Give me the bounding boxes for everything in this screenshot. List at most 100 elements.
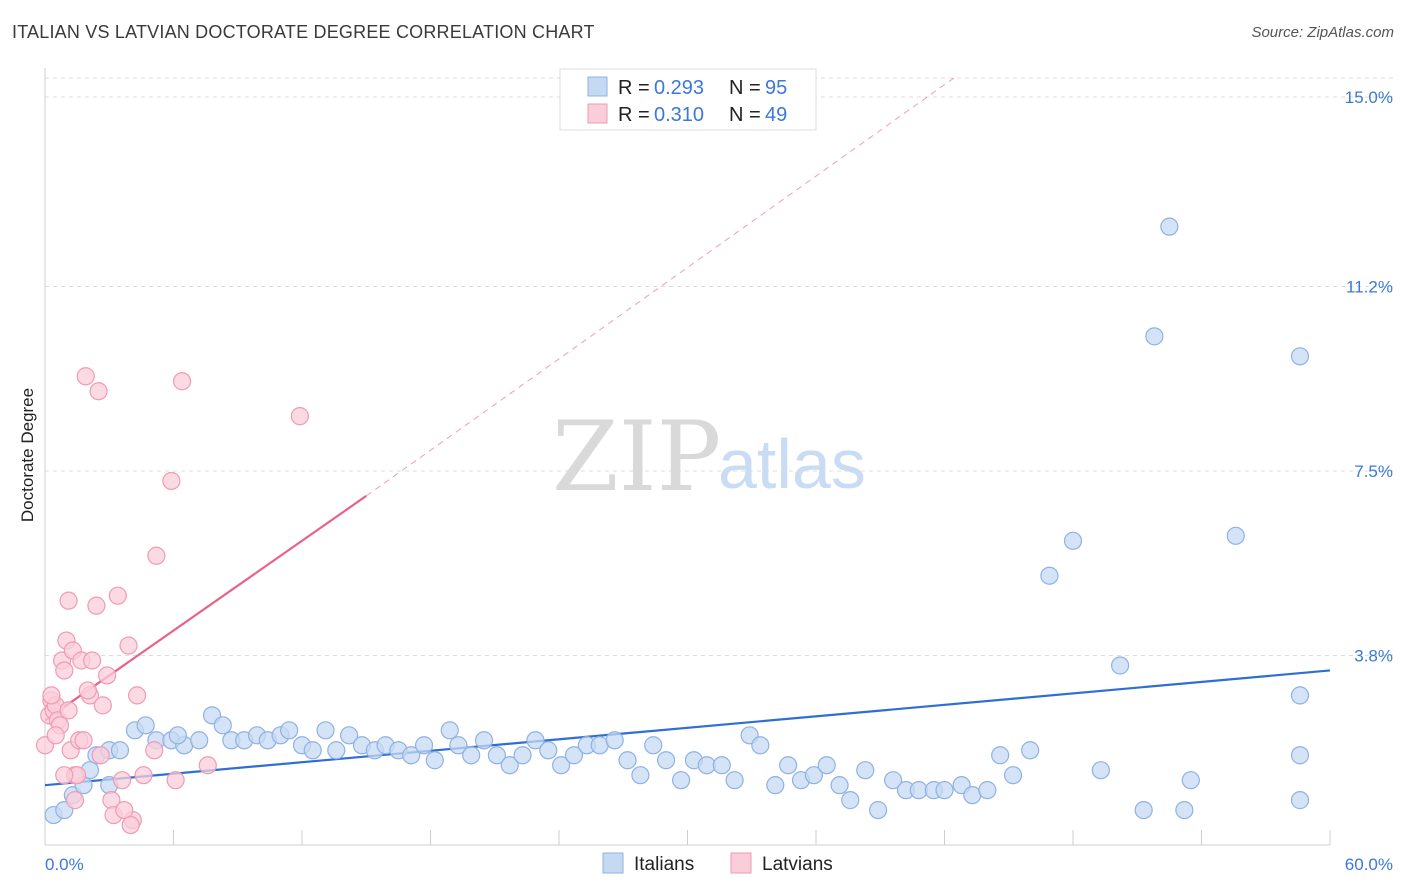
- latvians-point: [145, 741, 164, 760]
- latvians-point: [59, 701, 78, 720]
- italians-point: [449, 736, 468, 755]
- bottom-legend-latvians: Latvians: [762, 854, 833, 875]
- latvians-point: [134, 766, 153, 785]
- italians-point: [631, 766, 650, 785]
- italians-point: [1145, 327, 1164, 346]
- legend-r-value-italians: 0.293: [654, 77, 704, 99]
- italians-point: [1003, 766, 1023, 785]
- italians-point: [190, 731, 209, 750]
- grid-layer: [45, 77, 1395, 657]
- italians-point: [513, 746, 532, 765]
- legend-n-label-latvians: N =: [729, 104, 761, 126]
- italians-point: [725, 771, 744, 790]
- italians-point: [402, 746, 421, 765]
- italians-point: [280, 721, 299, 740]
- latvians-point: [42, 686, 61, 705]
- latvians-point: [172, 372, 192, 391]
- italians-point: [168, 726, 187, 745]
- italians-point: [414, 736, 434, 755]
- trend-lines: [44, 76, 1331, 787]
- italians-point: [440, 721, 459, 740]
- source-label: Source: ZipAtlas.com: [1251, 24, 1394, 41]
- legend-n-label-italians: N =: [729, 77, 761, 99]
- latvians-point: [78, 681, 97, 700]
- italians-point: [1160, 217, 1179, 236]
- italians-point: [935, 781, 954, 800]
- watermark-zip: ZIP: [552, 401, 721, 513]
- bottom-legend-swatch-latvians: [730, 852, 752, 874]
- latvians-point: [87, 596, 106, 615]
- italians-point: [110, 741, 130, 760]
- legend-r-value-latvians: 0.310: [654, 104, 704, 126]
- latvians-point: [98, 666, 117, 685]
- legend-box: R = 0.293 N = 95 R = 0.310 N = 49: [559, 68, 817, 131]
- italians-point: [869, 800, 888, 820]
- italians-point: [841, 791, 860, 810]
- latvians-point: [112, 771, 132, 790]
- latvians-point: [127, 686, 147, 705]
- italians-point: [552, 756, 571, 775]
- latvians-point: [91, 746, 110, 765]
- italians-point: [671, 771, 691, 790]
- italians-point: [779, 756, 798, 775]
- italians-point: [425, 751, 444, 770]
- y-tick-label: 11.2%: [1346, 277, 1393, 296]
- y-tick-label: 15.0%: [1345, 88, 1393, 107]
- latvians-point: [55, 766, 74, 785]
- italians-point: [539, 741, 558, 760]
- tick-labels: 3.8% 7.5% 11.2% 15.0% 0.0% 60.0%: [45, 88, 1393, 874]
- italians-point: [817, 756, 836, 775]
- italians-point: [327, 741, 346, 760]
- italians-point: [1134, 800, 1153, 820]
- italians-point: [1040, 566, 1059, 585]
- latvians-point: [108, 586, 127, 605]
- latvians-point: [83, 651, 102, 670]
- italians-point: [1111, 656, 1130, 675]
- latvians-point: [290, 407, 309, 426]
- latvians-point: [74, 731, 93, 750]
- italians-point: [303, 741, 322, 760]
- italians-point: [830, 776, 849, 795]
- latvians-point: [89, 382, 108, 401]
- legend-r-label-latvians: R =: [618, 104, 650, 126]
- chart-title: ITALIAN VS LATVIAN DOCTORATE DEGREE CORR…: [12, 22, 595, 42]
- y-tick-label: 3.8%: [1354, 647, 1393, 666]
- italians-point: [1290, 686, 1310, 705]
- italians-trend-line: [44, 669, 1331, 787]
- latvians-point: [166, 771, 185, 790]
- latvians-point: [121, 815, 140, 835]
- latvians-point: [115, 800, 134, 820]
- x-tick-label-max: 60.0%: [1345, 855, 1393, 874]
- latvians-point: [76, 367, 95, 386]
- italians-point: [978, 781, 997, 800]
- latvians-trend-line: [44, 495, 367, 722]
- italians-point: [1226, 526, 1245, 545]
- latvians-point: [55, 661, 74, 680]
- legend-n-value-latvians: 49: [765, 104, 787, 126]
- legend-n-value-italians: 95: [765, 77, 787, 99]
- y-tick-label: 7.5%: [1354, 462, 1393, 481]
- italians-point: [462, 746, 481, 765]
- latvians-point: [93, 696, 112, 715]
- latvians-point: [59, 591, 78, 610]
- italians-point: [856, 761, 875, 780]
- x-tick-label-min: 0.0%: [45, 855, 84, 874]
- y-axis-label: Doctorate Degree: [18, 388, 37, 522]
- latvians-point: [119, 636, 138, 655]
- latvians-point: [198, 756, 217, 775]
- italians-point: [316, 721, 335, 740]
- italians-point: [656, 751, 676, 770]
- watermark: ZIP atlas: [552, 401, 866, 513]
- legend-r-label-italians: R =: [618, 77, 650, 99]
- italians-point: [766, 776, 785, 795]
- italians-point: [644, 736, 663, 755]
- italians-point: [1175, 800, 1194, 820]
- italians-point: [1290, 791, 1310, 810]
- italians-point: [751, 736, 770, 755]
- legend-swatch-latvians: [587, 103, 608, 124]
- bottom-legend: Italians Latvians: [602, 852, 833, 875]
- italians-point: [804, 766, 823, 785]
- bottom-legend-italians: Italians: [634, 854, 694, 875]
- italians-point: [340, 726, 359, 745]
